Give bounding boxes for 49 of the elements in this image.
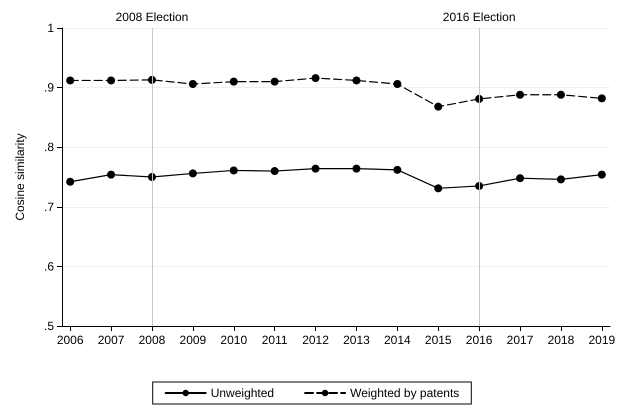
point	[270, 78, 279, 86]
point	[107, 170, 116, 179]
legend-label: Unweighted	[210, 386, 274, 400]
x-tick-label: 2012	[302, 333, 330, 347]
point	[230, 78, 238, 86]
point	[107, 76, 116, 84]
y-tick-label: .8	[44, 140, 54, 154]
x-tick-label: 2013	[343, 333, 370, 347]
x-tick-label: 2018	[548, 333, 575, 347]
point	[556, 175, 565, 184]
point	[434, 184, 442, 192]
point	[188, 169, 197, 178]
x-tick-label: 2017	[506, 333, 534, 347]
point	[188, 80, 197, 88]
x-tick-label: 2011	[262, 333, 288, 347]
point	[393, 166, 402, 174]
point	[270, 167, 279, 176]
y-axis-title: Cosine similarity	[13, 133, 27, 221]
x-tick-label: 2006	[56, 333, 84, 347]
y-tick-label: 1	[47, 21, 54, 35]
ref-line-label: 2016 Election	[442, 10, 516, 24]
x-tick-label: 2008	[138, 333, 166, 347]
point	[66, 76, 74, 84]
point	[516, 174, 524, 182]
x-tick-label: 2015	[424, 333, 452, 347]
x-tick-label: 2009	[180, 333, 207, 347]
ref-line-label: 2008 Election	[116, 10, 188, 24]
x-tick-label: 2014	[384, 333, 412, 347]
point	[393, 80, 402, 88]
point	[352, 76, 360, 84]
point	[312, 164, 320, 173]
x-tick-label: 2007	[98, 333, 125, 347]
y-tick-label: .9	[44, 80, 54, 95]
y-tick-label: .7	[44, 200, 54, 214]
point	[598, 170, 606, 179]
point	[230, 166, 238, 174]
y-tick-label: .5	[44, 319, 54, 333]
point	[312, 74, 320, 82]
point	[434, 102, 442, 111]
point	[516, 90, 524, 99]
x-tick-label: 2019	[588, 333, 616, 347]
legend-label: Weighted by patents	[350, 386, 460, 400]
point	[352, 164, 360, 173]
point	[66, 178, 74, 186]
x-tick-label: 2010	[220, 333, 248, 347]
x-tick-label: 2016	[466, 333, 493, 347]
y-tick-label: .6	[44, 259, 54, 274]
point	[598, 94, 606, 102]
point	[556, 90, 565, 99]
